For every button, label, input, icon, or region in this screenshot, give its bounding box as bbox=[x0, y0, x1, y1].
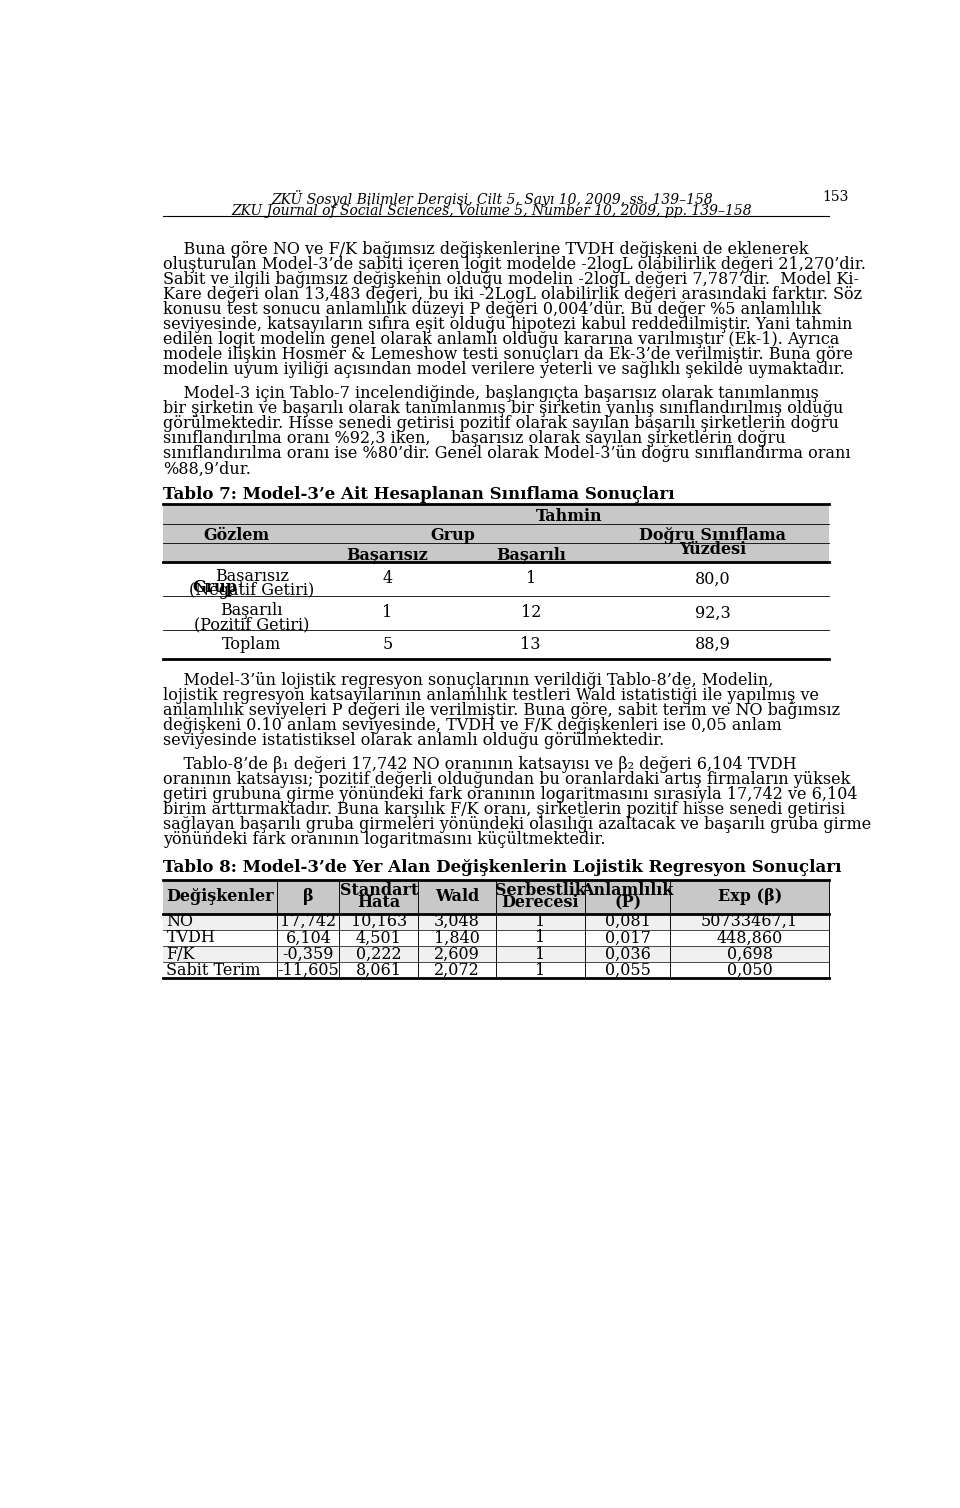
Text: Buna göre NO ve F/K bağımsız değişkenlerine TVDH değişkeni de eklenerek: Buna göre NO ve F/K bağımsız değişkenler… bbox=[162, 241, 808, 258]
Text: 0,222: 0,222 bbox=[356, 946, 401, 962]
Text: 8,061: 8,061 bbox=[356, 962, 402, 979]
Bar bbox=[162, 962, 829, 979]
Text: %88,9’dur.: %88,9’dur. bbox=[162, 460, 251, 478]
Text: Grup: Grup bbox=[192, 579, 237, 596]
Text: 50733467,1: 50733467,1 bbox=[701, 914, 799, 930]
Text: sınıflandırılma oranı %92,3 iken,    başarısız olarak sayılan şirketlerin doğru: sınıflandırılma oranı %92,3 iken, başarı… bbox=[162, 430, 785, 448]
Text: Değişkenler: Değişkenler bbox=[166, 888, 274, 905]
Text: Tablo-8’de β₁ değeri 17,742 NO oranının katsayısı ve β₂ değeri 6,104 TVDH: Tablo-8’de β₁ değeri 17,742 NO oranının … bbox=[162, 757, 796, 774]
Text: (P): (P) bbox=[614, 894, 641, 911]
Text: birim arttırmaktadır. Buna karşılık F/K oranı, şirketlerin pozitif hisse senedi : birim arttırmaktadır. Buna karşılık F/K … bbox=[162, 801, 845, 819]
Text: modele ilişkin Hosmer & Lemeshow testi sonuçları da Ek-3’de verilmiştir. Buna gö: modele ilişkin Hosmer & Lemeshow testi s… bbox=[162, 347, 852, 363]
Text: -11,605: -11,605 bbox=[277, 962, 339, 979]
Text: 10,163: 10,163 bbox=[350, 914, 407, 930]
Text: Standart: Standart bbox=[340, 882, 418, 899]
Text: 0,055: 0,055 bbox=[605, 962, 651, 979]
Text: TVDH: TVDH bbox=[166, 929, 215, 947]
Text: sınıflandırılma oranı ise %80’dir. Genel olarak Model-3’ün doğru sınıflandırma o: sınıflandırılma oranı ise %80’dir. Genel… bbox=[162, 445, 851, 463]
Text: Wald: Wald bbox=[435, 888, 479, 905]
Text: 0,081: 0,081 bbox=[605, 914, 651, 930]
Text: 13: 13 bbox=[520, 636, 541, 653]
Text: β: β bbox=[303, 888, 314, 905]
Text: Başarısız: Başarısız bbox=[347, 547, 428, 564]
Bar bbox=[162, 946, 829, 962]
Text: Başarılı: Başarılı bbox=[496, 547, 565, 564]
Text: 1: 1 bbox=[526, 570, 536, 588]
Text: 1: 1 bbox=[382, 605, 393, 621]
Text: Başarısız: Başarısız bbox=[215, 569, 289, 585]
Text: (Negatif Getiri): (Negatif Getiri) bbox=[189, 582, 314, 600]
Text: Derecesi: Derecesi bbox=[502, 894, 579, 911]
Text: 0,698: 0,698 bbox=[727, 946, 773, 962]
Text: Sabit Terim: Sabit Terim bbox=[166, 962, 261, 979]
Text: Anlamlılık: Anlamlılık bbox=[582, 882, 674, 899]
Text: ZKÜ Sosyal Bilimler Dergisi, Cilt 5, Sayı 10, 2009, ss. 139–158: ZKÜ Sosyal Bilimler Dergisi, Cilt 5, Say… bbox=[271, 190, 713, 207]
Text: 12: 12 bbox=[520, 605, 540, 621]
Text: 92,3: 92,3 bbox=[695, 605, 731, 621]
Text: 3,048: 3,048 bbox=[434, 914, 480, 930]
Text: oranının katsayısı; pozitif değerli olduğundan bu oranlardaki artış firmaların y: oranının katsayısı; pozitif değerli oldu… bbox=[162, 772, 850, 789]
Text: 1,840: 1,840 bbox=[434, 929, 480, 947]
Text: 0,036: 0,036 bbox=[605, 946, 651, 962]
Text: bir şirketin ve başarılı olarak tanımlanmış bir şirketin yanlış sınıflandırılmış: bir şirketin ve başarılı olarak tanımlan… bbox=[162, 401, 843, 418]
Text: 1: 1 bbox=[536, 946, 545, 962]
Text: Tablo 7: Model-3’e Ait Hesaplanan Sınıflama Sonuçları: Tablo 7: Model-3’e Ait Hesaplanan Sınıfl… bbox=[162, 486, 674, 504]
Text: 4: 4 bbox=[382, 570, 393, 588]
Text: Serbestlik: Serbestlik bbox=[495, 882, 586, 899]
Text: Doğru Sınıflama: Doğru Sınıflama bbox=[639, 528, 786, 544]
Bar bbox=[162, 914, 829, 930]
Text: modelin uyum iyiliği açısından model verilere yeterli ve sağlıklı şekilde uymakt: modelin uyum iyiliği açısından model ver… bbox=[162, 360, 844, 379]
Text: seviyesinde istatistiksel olarak anlamlı olduğu görülmektedir.: seviyesinde istatistiksel olarak anlamlı… bbox=[162, 733, 664, 749]
Text: Model-3 için Tablo-7 incelendiğinde, başlangıçta başarısız olarak tanımlanmış: Model-3 için Tablo-7 incelendiğinde, baş… bbox=[162, 386, 819, 403]
Text: oluşturulan Model-3’de sabiti içeren logit modelde -2logL olabilirlik değeri 21,: oluşturulan Model-3’de sabiti içeren log… bbox=[162, 256, 866, 273]
Text: Tablo 8: Model-3’de Yer Alan Değişkenlerin Lojistik Regresyon Sonuçları: Tablo 8: Model-3’de Yer Alan Değişkenler… bbox=[162, 860, 841, 876]
Text: Toplam: Toplam bbox=[222, 636, 281, 653]
Text: konusu test sonucu anlamlılık düzeyi P değeri 0,004’dür. Bu değer %5 anlamlılık: konusu test sonucu anlamlılık düzeyi P d… bbox=[162, 302, 821, 318]
Text: 153: 153 bbox=[822, 190, 849, 204]
Text: Model-3’ün lojistik regresyon sonuçlarının verildiği Tablo-8’de, Modelin,: Model-3’ün lojistik regresyon sonuçların… bbox=[162, 673, 773, 689]
Text: 1: 1 bbox=[536, 914, 545, 930]
Text: 17,742: 17,742 bbox=[280, 914, 336, 930]
Text: Tahmin: Tahmin bbox=[537, 508, 603, 525]
Bar bbox=[162, 879, 829, 914]
Text: sağlayan başarılı gruba girmeleri yönündeki olasılığı azaltacak ve başarılı grub: sağlayan başarılı gruba girmeleri yönünd… bbox=[162, 816, 871, 834]
Text: Başarılı: Başarılı bbox=[221, 602, 283, 620]
Text: 448,860: 448,860 bbox=[716, 929, 782, 947]
Text: 1: 1 bbox=[536, 962, 545, 979]
Text: Gözlem: Gözlem bbox=[204, 528, 270, 544]
Bar bbox=[162, 930, 829, 946]
Text: Exp (β): Exp (β) bbox=[717, 888, 781, 905]
Text: değişkeni 0.10 anlam seviyesinde, TVDH ve F/K değişkenleri ise 0,05 anlam: değişkeni 0.10 anlam seviyesinde, TVDH v… bbox=[162, 718, 781, 734]
Text: 0,017: 0,017 bbox=[605, 929, 651, 947]
Text: NO: NO bbox=[166, 914, 194, 930]
Text: edilen logit modelin genel olarak anlamlı olduğu kararına varılmıştır (Ek-1). Ay: edilen logit modelin genel olarak anlaml… bbox=[162, 332, 839, 348]
Text: Kare değeri olan 13,483 değeri, bu iki -2LogL olabilirlik değeri arasındaki fark: Kare değeri olan 13,483 değeri, bu iki -… bbox=[162, 287, 862, 303]
Text: 2,072: 2,072 bbox=[434, 962, 480, 979]
Text: 2,609: 2,609 bbox=[434, 946, 480, 962]
Text: ZKU Journal of Social Sciences, Volume 5, Number 10, 2009, pp. 139–158: ZKU Journal of Social Sciences, Volume 5… bbox=[231, 204, 753, 219]
Text: 6,104: 6,104 bbox=[285, 929, 331, 947]
Text: Yüzdesi: Yüzdesi bbox=[680, 541, 747, 558]
Text: Hata: Hata bbox=[357, 894, 400, 911]
Bar bbox=[162, 504, 829, 562]
Text: 88,9: 88,9 bbox=[695, 636, 731, 653]
Text: görülmektedir. Hisse senedi getirisi pozitif olarak sayılan başarılı şirketlerin: görülmektedir. Hisse senedi getirisi poz… bbox=[162, 415, 838, 433]
Text: 80,0: 80,0 bbox=[695, 570, 731, 588]
Text: (Pozitif Getiri): (Pozitif Getiri) bbox=[194, 617, 309, 633]
Text: anlamlılık seviyeleri P değeri ile verilmiştir. Buna göre, sabit terim ve NO bağ: anlamlılık seviyeleri P değeri ile veril… bbox=[162, 703, 840, 719]
Text: F/K: F/K bbox=[166, 946, 195, 962]
Text: lojistik regresyon katsayılarının anlamlılık testleri Wald istatistiği ile yapıl: lojistik regresyon katsayılarının anlaml… bbox=[162, 688, 819, 704]
Text: 1: 1 bbox=[536, 929, 545, 947]
Text: seviyesinde, katsayıların sıfıra eşit olduğu hipotezi kabul reddedilmiştir. Yani: seviyesinde, katsayıların sıfıra eşit ol… bbox=[162, 317, 852, 333]
Text: Grup: Grup bbox=[431, 528, 476, 544]
Text: yönündeki fark oranının logaritmasını küçültmektedir.: yönündeki fark oranının logaritmasını kü… bbox=[162, 831, 605, 849]
Text: 5: 5 bbox=[382, 636, 393, 653]
Text: Sabit ve ilgili bağımsız değişkenin olduğu modelin -2logL değeri 7,787’dir.  Mod: Sabit ve ilgili bağımsız değişkenin oldu… bbox=[162, 271, 858, 288]
Text: 4,501: 4,501 bbox=[356, 929, 402, 947]
Text: -0,359: -0,359 bbox=[282, 946, 334, 962]
Text: 0,050: 0,050 bbox=[727, 962, 773, 979]
Text: getiri grubuna girme yönündeki fark oranının logaritmasını sırasıyla 17,742 ve 6: getiri grubuna girme yönündeki fark oran… bbox=[162, 787, 857, 804]
